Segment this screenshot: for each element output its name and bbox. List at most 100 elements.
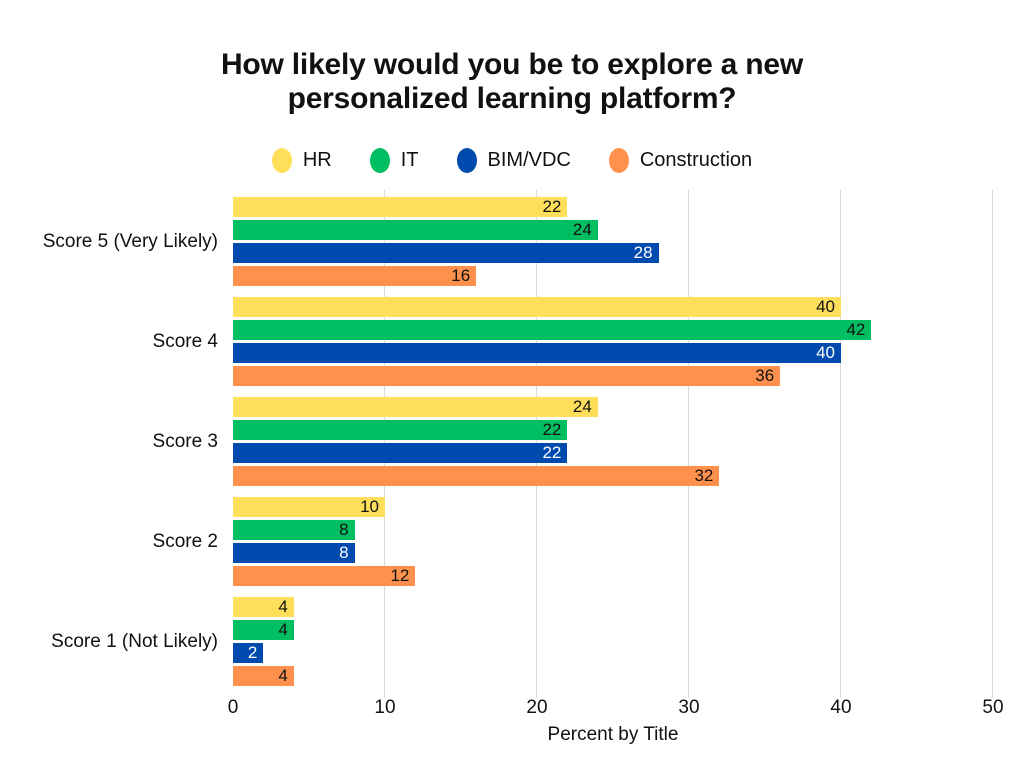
bar-value-label: 8 [339, 520, 349, 539]
chart-title-line-1: How likely would you be to explore a new [220, 48, 804, 81]
bar-it-score-4: 42 [233, 320, 872, 340]
bar-value-label: 16 [451, 266, 471, 285]
bar-value-label: 4 [278, 620, 288, 639]
chart-title: How likely would you be to explore a new… [0, 48, 1024, 116]
x-tick-label-30: 30 [678, 697, 700, 718]
bar-row: 40 [233, 297, 993, 317]
bar-bim-vdc-score-5-very-likely: 28 [233, 243, 659, 263]
category-label-score-3: Score 3 [152, 430, 218, 452]
bar-it-score-2: 8 [233, 520, 355, 540]
legend-label-hr: HR [302, 149, 332, 171]
bar-row: 4 [233, 597, 993, 617]
bar-construction-score-3: 32 [233, 466, 720, 486]
bar-it-score-3: 22 [233, 420, 568, 440]
bar-row: 10 [233, 497, 993, 517]
bar-value-label: 40 [816, 343, 835, 362]
legend-item-hr: HR [271, 148, 332, 173]
x-axis-ticks: 0 10 20 30 40 50 [228, 697, 1004, 719]
bar-row: 12 [233, 566, 993, 586]
bar-construction-score-1-not-likely: 4 [233, 666, 294, 686]
bar-row: 28 [233, 243, 993, 263]
bar-row: 36 [233, 366, 993, 386]
bar-value-label: 40 [816, 297, 835, 316]
legend-swatch-hr [271, 148, 292, 173]
bar-group-score-1-not-likely: 4 4 2 4 [233, 597, 993, 686]
legend-label-it: IT [400, 149, 419, 171]
bar-row: 4 [233, 620, 993, 640]
legend-item-it: IT [369, 148, 419, 173]
bar-hr-score-2: 10 [233, 497, 385, 517]
bar-hr-score-5-very-likely: 22 [233, 197, 568, 217]
gridline-50 [992, 190, 993, 698]
x-tick-label-0: 0 [227, 697, 239, 718]
bar-row: 22 [233, 197, 993, 217]
x-tick-label-10: 10 [374, 697, 396, 718]
legend: HR IT BIM/VDC Construction [0, 148, 1024, 173]
bar-value-label: 10 [360, 497, 379, 516]
bar-row: 32 [233, 466, 993, 486]
bar-bim-vdc-score-4: 40 [233, 343, 841, 363]
bar-hr-score-1-not-likely: 4 [233, 597, 294, 617]
bar-value-label: 36 [755, 366, 775, 385]
bar-value-label: 12 [390, 566, 410, 585]
x-tick-label-50: 50 [982, 697, 1004, 718]
bar-construction-score-5-very-likely: 16 [233, 266, 477, 286]
x-tick-label-40: 40 [830, 697, 852, 718]
bar-group-score-5-very-likely: 22 24 28 16 [233, 197, 993, 286]
legend-label-construction: Construction [639, 149, 753, 171]
bar-row: 22 [233, 420, 993, 440]
x-axis-title: Percent by Title [547, 724, 679, 745]
bar-row: 8 [233, 543, 993, 563]
bar-value-label: 24 [572, 397, 592, 416]
category-label-score-1-not-likely: Score 1 (Not Likely) [51, 630, 218, 652]
legend-item-construction: Construction [608, 148, 753, 173]
bar-row: 22 [233, 443, 993, 463]
legend-item-bim-vdc: BIM/VDC [456, 148, 571, 173]
plot-area: 22 24 28 16 40 42 40 36 24 22 22 32 10 8 8 12 4 4 2 4 [233, 190, 993, 698]
bar-row: 4 [233, 666, 993, 686]
bar-group-score-3: 24 22 22 32 [233, 397, 993, 486]
bar-value-label: 32 [694, 466, 714, 485]
legend-swatch-bim-vdc [456, 148, 477, 173]
bar-value-label: 22 [542, 420, 562, 439]
category-label-score-5-very-likely: Score 5 (Very Likely) [42, 230, 218, 252]
bar-value-label: 24 [572, 220, 592, 239]
bar-group-score-4: 40 42 40 36 [233, 297, 993, 386]
bar-hr-score-3: 24 [233, 397, 598, 417]
bar-row: 16 [233, 266, 993, 286]
bar-row: 8 [233, 520, 993, 540]
bar-group-score-2: 10 8 8 12 [233, 497, 993, 586]
chart-title-line-2: personalized learning platform? [287, 82, 737, 115]
bar-hr-score-4: 40 [233, 297, 841, 317]
bar-row: 2 [233, 643, 993, 663]
bar-row: 24 [233, 220, 993, 240]
bar-value-label: 8 [339, 543, 349, 562]
bar-value-label: 4 [278, 597, 288, 616]
gridline-30 [688, 190, 689, 698]
bar-it-score-5-very-likely: 24 [233, 220, 598, 240]
bar-row: 40 [233, 343, 993, 363]
bar-value-label: 2 [247, 643, 258, 662]
category-label-score-4: Score 4 [152, 330, 218, 352]
bar-construction-score-2: 12 [233, 566, 416, 586]
bar-value-label: 42 [846, 320, 866, 339]
bar-bim-vdc-score-2: 8 [233, 543, 355, 563]
x-tick-label-20: 20 [526, 697, 548, 718]
bar-row: 42 [233, 320, 993, 340]
bar-construction-score-4: 36 [233, 366, 781, 386]
category-axis: Score 5 (Very Likely) Score 4 Score 3 Score… [0, 190, 218, 693]
legend-label-bim-vdc: BIM/VDC [487, 149, 571, 171]
bar-value-label: 22 [542, 443, 562, 462]
bar-value-label: 22 [542, 197, 562, 216]
gridline-40 [840, 190, 841, 698]
category-label-score-2: Score 2 [152, 530, 218, 552]
bar-it-score-1-not-likely: 4 [233, 620, 294, 640]
bar-row: 24 [233, 397, 993, 417]
bar-bim-vdc-score-1-not-likely: 2 [233, 643, 264, 663]
legend-swatch-construction [608, 148, 629, 173]
bar-value-label: 4 [278, 666, 288, 685]
bar-value-label: 28 [633, 243, 653, 262]
bar-bim-vdc-score-3: 22 [233, 443, 568, 463]
legend-swatch-it [369, 148, 390, 173]
